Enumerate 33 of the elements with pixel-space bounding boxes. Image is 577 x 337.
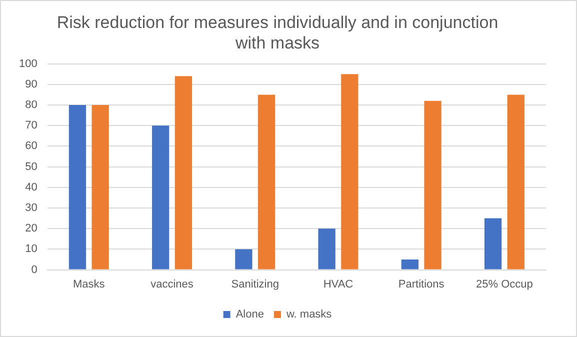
bar — [258, 94, 276, 270]
text: with masks — [235, 33, 320, 52]
bar — [152, 126, 170, 270]
legend-label: w. masks — [285, 308, 332, 321]
legend-label: Alone — [236, 308, 264, 321]
bar — [507, 94, 524, 270]
y-tick-label: 60 — [25, 140, 38, 152]
bar — [174, 76, 192, 270]
y-tick-label: 70 — [25, 120, 38, 132]
text: Risk reduction for measures individually and in conjunction — [56, 12, 498, 32]
x-tick-label: Sanitizing — [231, 278, 279, 290]
x-tick-label: vaccines — [150, 278, 194, 290]
y-tick-label: 80 — [25, 99, 38, 112]
y-tick-label: 20 — [25, 222, 38, 235]
y-tick-label: 10 — [25, 243, 38, 256]
bar — [318, 228, 336, 270]
y-tick-label: 0 — [31, 264, 38, 276]
x-tick-label: 25% Occup — [476, 278, 533, 290]
y-tick-label: 100 — [18, 58, 38, 70]
bar — [484, 218, 502, 270]
bar — [401, 260, 418, 270]
bar — [235, 249, 252, 270]
y-tick-label: 40 — [25, 181, 38, 194]
y-tick-label: 30 — [25, 202, 38, 214]
y-tick-label: 90 — [25, 78, 38, 90]
bar — [92, 105, 109, 270]
bar — [424, 100, 442, 270]
bar — [341, 74, 358, 270]
bar — [68, 105, 86, 270]
x-tick-label: Masks — [73, 278, 106, 290]
x-tick-label: Partitions — [398, 278, 445, 290]
x-tick-label: HVAC — [323, 278, 354, 290]
y-tick-label: 50 — [25, 160, 38, 173]
